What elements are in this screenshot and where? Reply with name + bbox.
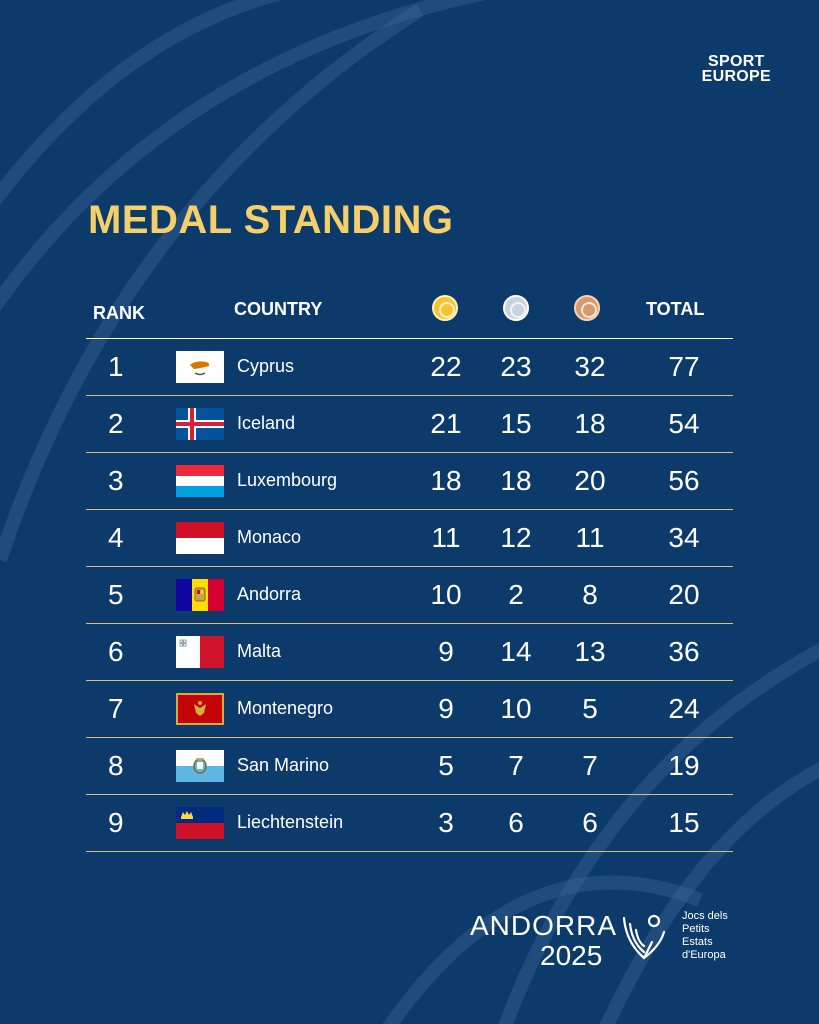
montenegro-flag-icon [176, 693, 224, 725]
liechtenstein-flag-icon [176, 807, 224, 839]
gold-count: 9 [438, 693, 454, 724]
bronze-count: 6 [582, 807, 598, 838]
year-label: 2025 [540, 940, 603, 971]
silver-count: 12 [500, 522, 532, 553]
total-count: 36 [668, 636, 700, 667]
country-name: San Marino [237, 755, 330, 775]
country-name: Montenegro [237, 698, 334, 718]
country-name: Monaco [237, 527, 302, 547]
rank-cell: 2 [108, 408, 124, 439]
bronze-count: 13 [574, 636, 606, 667]
rank-cell: 3 [108, 465, 124, 496]
rank-cell: 8 [108, 750, 124, 781]
total-count: 34 [668, 522, 700, 553]
silver-medal-icon [503, 295, 529, 321]
table-row: 4 Monaco 11 12 11 34 [86, 510, 733, 567]
silver-count: 2 [508, 579, 524, 610]
table-row: 1 Cyprus 22 23 32 77 [86, 339, 733, 396]
bronze-count: 5 [582, 693, 598, 724]
table-row: 9 Liechtenstein 3 6 6 15 [86, 795, 733, 852]
country-name: Malta [237, 641, 282, 661]
games-line-3: Estats [682, 936, 713, 948]
rank-cell: 1 [108, 351, 124, 382]
table-row: 2 Iceland 21 15 18 54 [86, 396, 733, 453]
silver-count: 15 [500, 408, 532, 439]
table-row: 8 San Marino 5 7 7 19 [86, 738, 733, 795]
rank-cell: 9 [108, 807, 124, 838]
country-name: Liechtenstein [237, 812, 344, 832]
gold-count: 5 [438, 750, 454, 781]
country-name: Andorra [237, 584, 302, 604]
country-name: Cyprus [237, 356, 295, 376]
header-country: COUNTRY [234, 299, 323, 319]
total-count: 15 [668, 807, 700, 838]
gold-count: 18 [430, 465, 462, 496]
andorra-flag-icon [176, 579, 224, 611]
total-count: 19 [668, 750, 700, 781]
rank-cell: 4 [108, 522, 124, 553]
andorra-2025-logo: ANDORRA 2025 Jocs dels Petits Estats d'E… [470, 908, 770, 971]
header-total: TOTAL [646, 299, 705, 319]
gold-count: 22 [430, 351, 462, 382]
san-marino-flag-icon [176, 750, 224, 782]
table-row: 7 Montenegro 9 10 5 24 [86, 681, 733, 738]
total-count: 77 [668, 351, 700, 382]
country-name: Iceland [237, 413, 296, 433]
total-count: 24 [668, 693, 700, 724]
page-title: MEDAL STANDING [88, 198, 454, 242]
iceland-flag-icon [176, 408, 224, 440]
total-count: 54 [668, 408, 700, 439]
andorra-wordmark: ANDORRA [470, 910, 618, 941]
table-header: RANK COUNTRY TOTAL [86, 290, 733, 339]
silver-count: 10 [500, 693, 532, 724]
malta-flag-icon [176, 636, 224, 668]
total-count: 20 [668, 579, 700, 610]
luxembourg-flag-icon [176, 465, 224, 497]
bronze-count: 20 [574, 465, 606, 496]
gold-count: 9 [438, 636, 454, 667]
table-row: 3 Luxembourg 18 18 20 56 [86, 453, 733, 510]
games-emblem-icon [622, 914, 666, 960]
silver-count: 18 [500, 465, 532, 496]
header-rank: RANK [93, 303, 145, 323]
games-line-4: d'Europa [682, 949, 726, 961]
table-row: 6 Malta 9 14 13 36 [86, 624, 733, 681]
bronze-count: 7 [582, 750, 598, 781]
rank-cell: 6 [108, 636, 124, 667]
bronze-medal-icon [574, 295, 600, 321]
gold-count: 21 [430, 408, 462, 439]
bronze-count: 18 [574, 408, 606, 439]
total-count: 56 [668, 465, 700, 496]
games-name: Jocs dels Petits Estats d'Europa [682, 910, 728, 962]
bronze-count: 32 [574, 351, 606, 382]
brand-line-1: SPORT [708, 53, 765, 70]
bronze-count: 8 [582, 579, 598, 610]
games-line-2: Petits [682, 923, 710, 935]
silver-count: 23 [500, 351, 532, 382]
monaco-flag-icon [176, 522, 224, 554]
gold-count: 11 [431, 522, 461, 553]
rank-cell: 5 [108, 579, 124, 610]
rank-cell: 7 [108, 693, 124, 724]
silver-count: 6 [508, 807, 524, 838]
gold-count: 10 [430, 579, 462, 610]
gold-medal-icon [432, 295, 458, 321]
table-row: 5 Andorra 10 2 8 20 [86, 567, 733, 624]
country-name: Luxembourg [237, 470, 338, 490]
cyprus-flag-icon [176, 351, 224, 383]
silver-count: 14 [500, 636, 532, 667]
brand-line-2: EUROPE [701, 68, 771, 85]
silver-count: 7 [508, 750, 524, 781]
medal-table: RANK COUNTRY TOTAL 1 Cyprus 22 23 32 77 … [86, 290, 733, 852]
bronze-count: 11 [575, 522, 605, 553]
games-line-1: Jocs dels [682, 910, 728, 922]
sport-europe-logo: SPORT EUROPE [701, 53, 771, 85]
gold-count: 3 [438, 807, 454, 838]
